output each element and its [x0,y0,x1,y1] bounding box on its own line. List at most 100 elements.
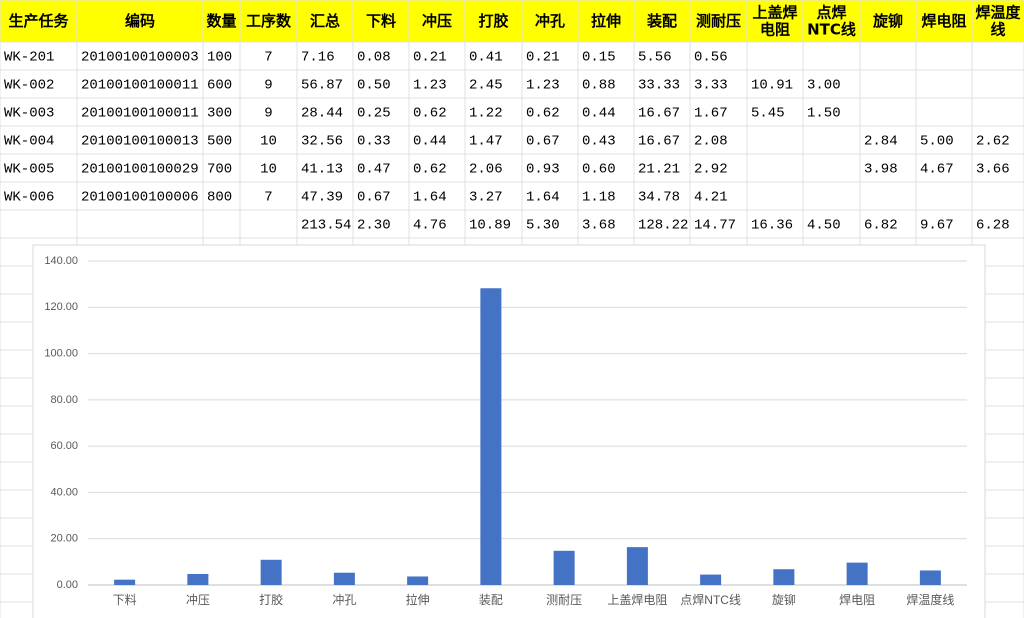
bar [407,576,429,585]
x-tick-label: 测耐压 [546,593,582,607]
cell-text: 1.47 [469,134,503,150]
cell-text: 700 [207,162,232,178]
y-tick-label: 0.00 [57,579,78,591]
cell-text: 4.76 [413,218,447,234]
header-text: 冲孔 [535,12,565,30]
cell-text: 21.21 [638,162,680,178]
header-text: 上盖焊电阻 [752,3,797,38]
cell-text: 2.30 [357,218,391,234]
header-cell [915,0,973,43]
y-tick-label: 100.00 [44,347,78,359]
bar [480,288,502,585]
x-tick-label: 旋铆 [772,592,796,607]
cell-text: WK-002 [4,78,54,94]
cell-text: 500 [207,134,232,150]
chart: 0.00 20.00 40.00 60.00 80.00 100.00 120.00 140.… [32,244,986,618]
cell-text: 0.67 [357,190,391,206]
cell-text: 2.45 [469,78,503,94]
cell-text: 0.44 [413,134,447,150]
x-tick-label: 点焊NTC线 [680,592,741,607]
cell-text: 20100100100011 [81,78,199,94]
x-tick-label: 冲压 [186,592,210,607]
header-text: 焊电阻 [921,12,966,30]
header-text: 测耐压 [696,12,741,30]
header-text: 汇总 [310,12,340,30]
cell-text: 0.50 [357,78,391,94]
cell-text: 20100100100003 [81,50,199,66]
cell-text: 56.87 [301,78,343,94]
cell-text: 47.39 [301,190,343,206]
cell-text: 16.67 [638,134,680,150]
y-tick-label: 40.00 [50,486,78,498]
chart-area [32,244,986,618]
cell-text: 0.25 [357,106,391,122]
x-tick-label: 焊电阻 [839,592,875,607]
cell-text: 0.62 [526,106,560,122]
x-tick-label: 焊温度线 [906,592,954,607]
cell-text: 1.50 [807,106,841,122]
x-tick-label: 装配 [479,593,503,607]
header-cell [521,0,579,43]
cell-text: WK-003 [4,106,54,122]
cell-text: 3.66 [976,162,1010,178]
cell-text: 1.64 [526,190,560,206]
bar [333,572,355,585]
cell-text: 5.30 [526,218,560,234]
cell-text: 32.56 [301,134,343,150]
bar [773,569,795,585]
y-tick-label: 140.00 [44,255,78,267]
cell-text: 7.16 [301,50,335,66]
bar [553,550,575,585]
header-cell [746,0,804,43]
cell-text: 9 [264,78,272,94]
cell-text: 2.08 [694,134,728,150]
cell-text: 2.92 [694,162,728,178]
cell-text: 10.91 [751,78,793,94]
header-text: 生产任务 [8,12,69,30]
cell-text: 0.62 [413,162,447,178]
header-text: 点焊 NTC线 [807,3,856,38]
cell-text: 2.84 [864,134,898,150]
cell-text: 300 [207,106,232,122]
cell-text: 0.47 [357,162,391,178]
cell-text: 213.54 [301,218,351,234]
cell-text: 5.45 [751,106,785,122]
bar [700,574,722,585]
header-cell [633,0,691,43]
cell-text: 600 [207,78,232,94]
y-tick-label: 20.00 [50,533,78,545]
cell-text: WK-006 [4,190,54,206]
bar [114,579,136,585]
bar [919,570,941,585]
cell-text: 5.56 [638,50,672,66]
cell-text: 0.60 [582,162,616,178]
cell-text: 10 [260,134,277,150]
header-cell [76,0,204,43]
cell-text: 0.88 [582,78,616,94]
cell-text: 10.89 [469,218,511,234]
header-text: 工序数 [246,12,292,30]
bar [846,562,868,585]
bar [626,547,648,585]
cell-text: 0.43 [582,134,616,150]
cell-text: 20100100100011 [81,106,199,122]
y-tick-label: 60.00 [50,440,78,452]
cell-text: 4.67 [920,162,954,178]
cell-text: 0.41 [469,50,503,66]
cell-text: 20100100100006 [81,190,199,206]
cell-text: 0.44 [582,106,616,122]
header-text: 数量 [206,12,236,30]
cell-text: WK-005 [4,162,54,178]
header-text: 编码 [125,12,155,30]
header-row: 生产任务 编码 数量 工序数 汇总 下料 冲压 打胶 冲孔 拉伸 装配 测耐压 上盖焊电阻点焊 NTC线旋… [0,0,1024,43]
cell-text: 3.68 [582,218,616,234]
cell-text: 6.82 [864,218,898,234]
cell-text: 41.13 [301,162,343,178]
cell-text: 0.15 [582,50,616,66]
header-cell [0,0,78,43]
cell-text: 20100100100029 [81,162,199,178]
cell-text: 9.67 [920,218,954,234]
cell-text: 3.33 [694,78,728,94]
y-tick-label: 80.00 [50,394,78,406]
